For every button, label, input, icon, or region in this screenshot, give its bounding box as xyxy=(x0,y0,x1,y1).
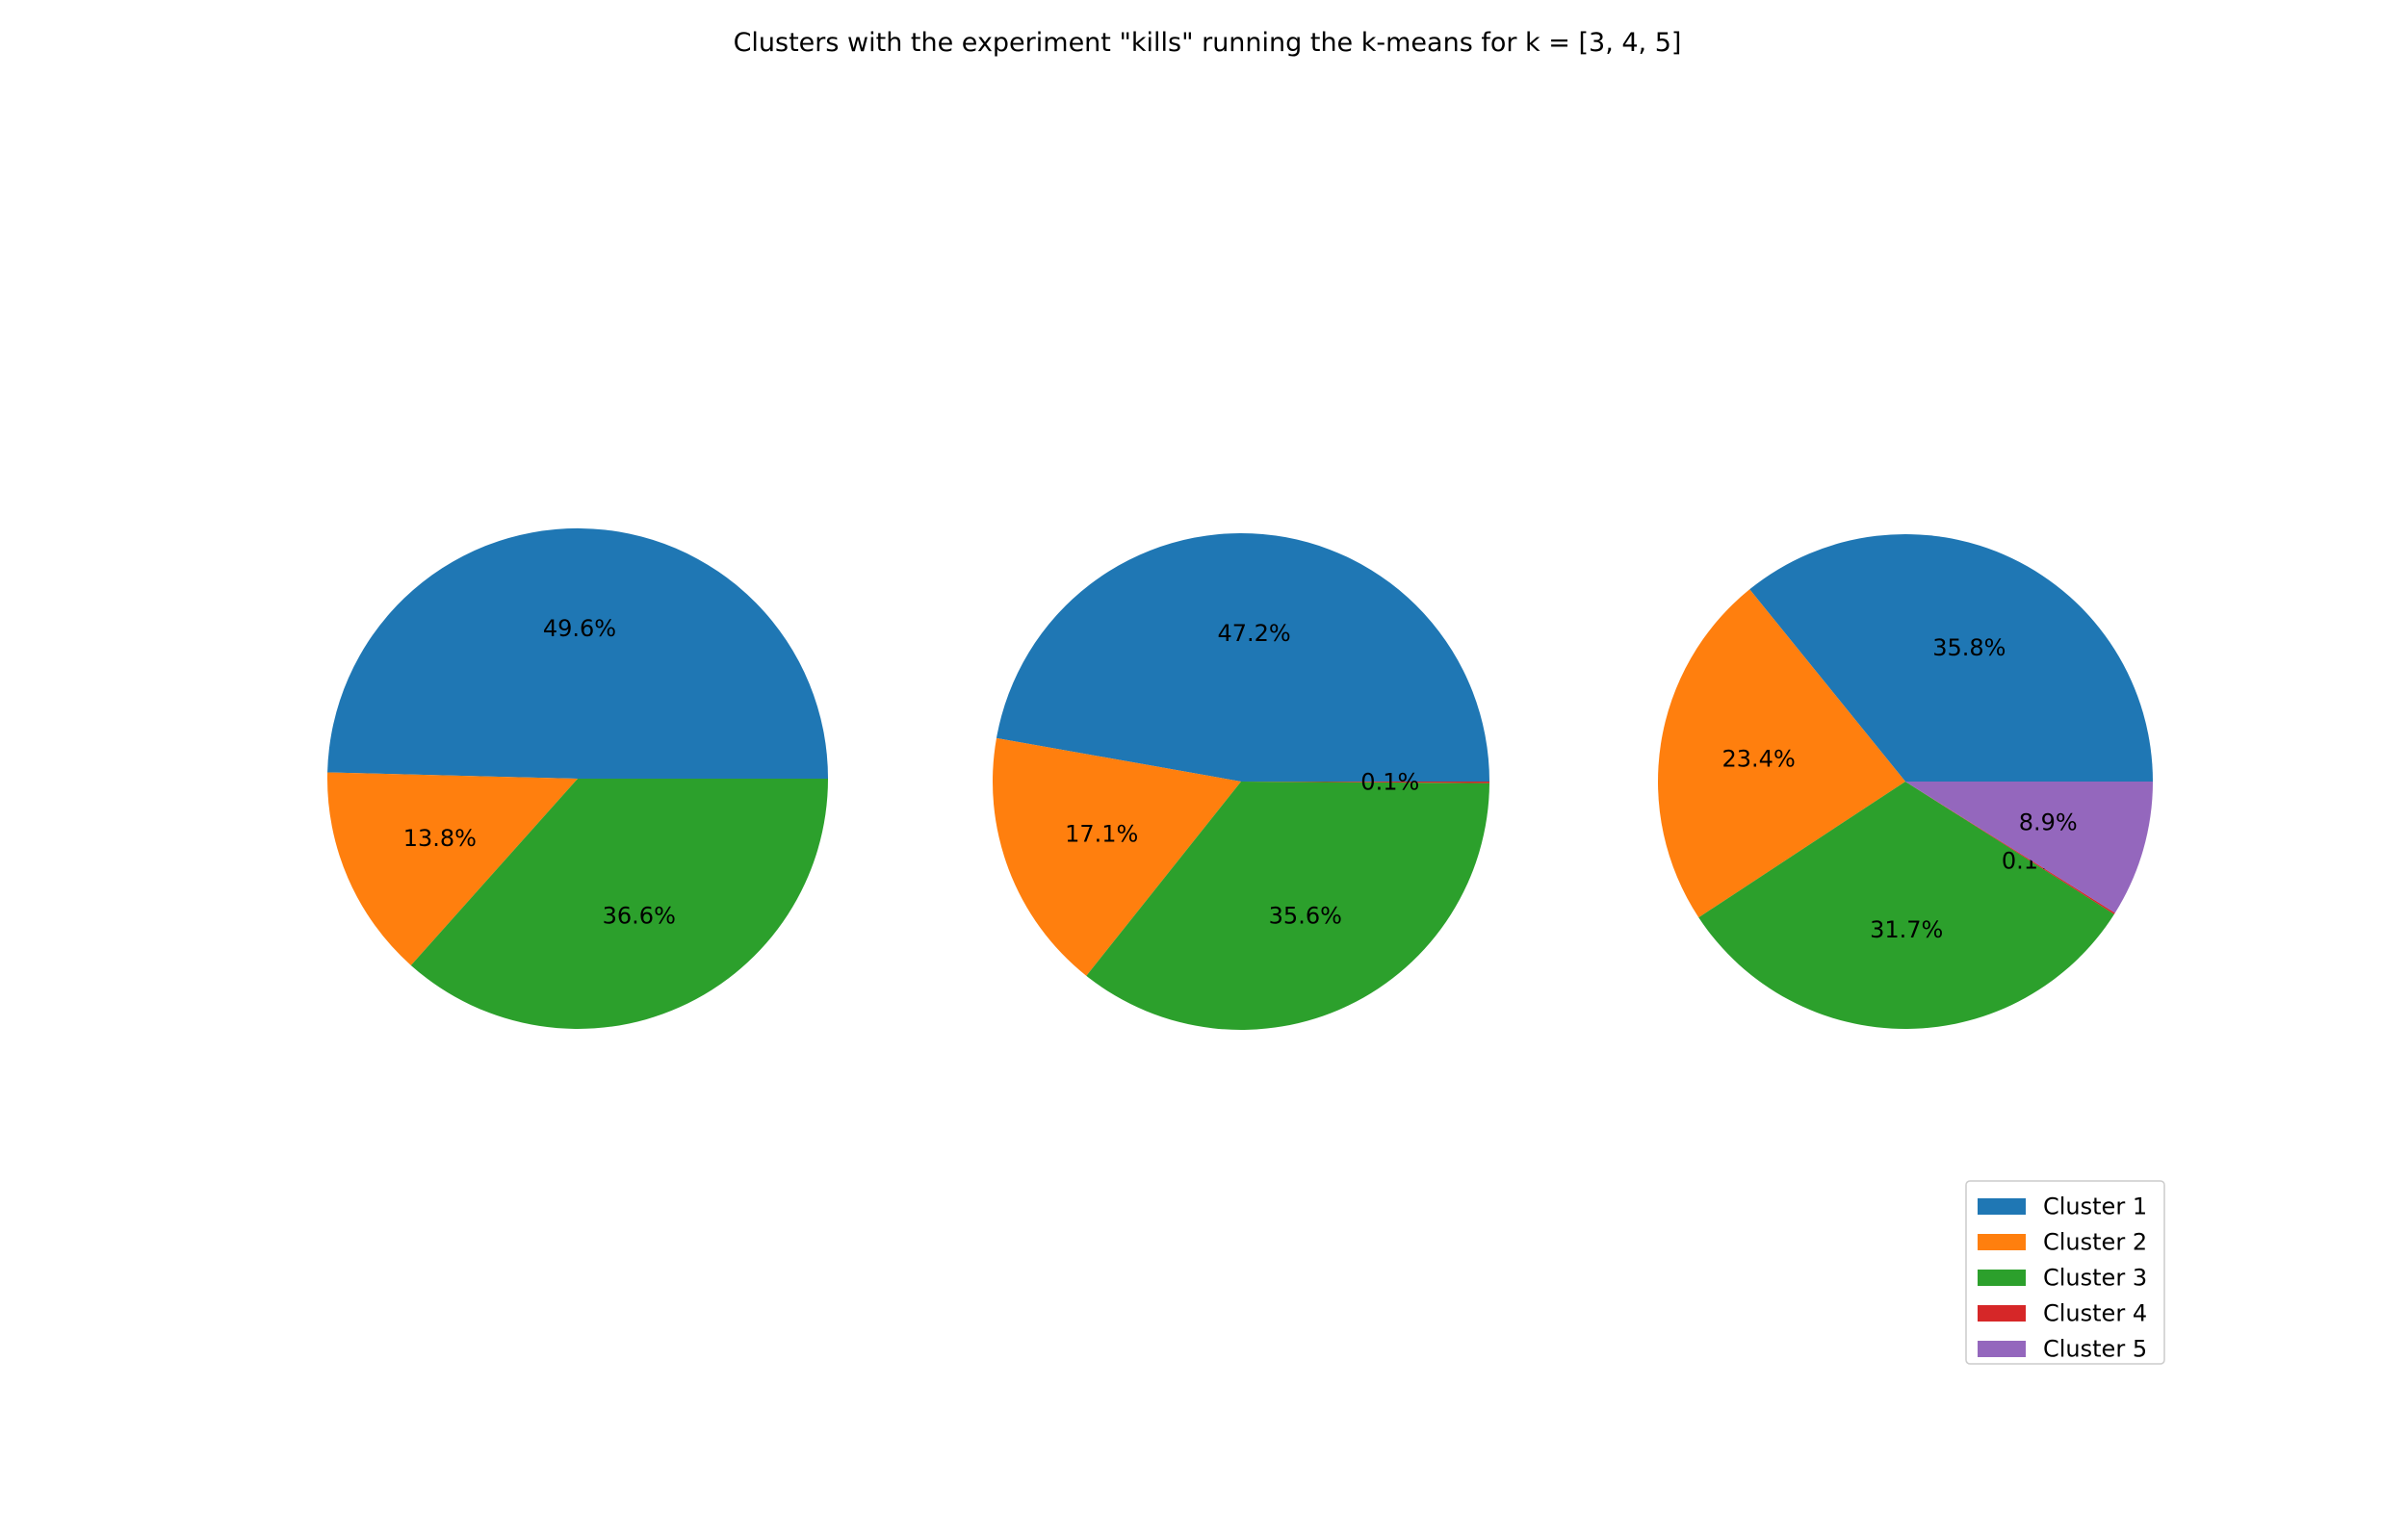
pie-slice-k4-cluster-3 xyxy=(1086,782,1489,1030)
pie-label-k3-cluster-2: 13.8% xyxy=(403,825,477,852)
pie-slice-k5-cluster-5 xyxy=(1905,782,2153,913)
pie-chart-k4: 47.2% 17.1% 35.6% 0.1% xyxy=(992,532,1489,1030)
pie-label-k5-cluster-3: 31.7% xyxy=(1870,916,1943,943)
legend-label-cluster-5: Cluster 5 xyxy=(2043,1336,2147,1363)
pie-slice-k3-cluster-3 xyxy=(410,779,828,1029)
legend-swatch-cluster-2 xyxy=(1978,1234,2026,1250)
legend-swatch-cluster-5 xyxy=(1978,1341,2026,1357)
pie-charts: 49.6% 13.8% 36.6% 47.2% 17.1% 35.6% 0.1% 35.8% 2… xyxy=(326,527,2153,1030)
pie-label-k4-cluster-4: 0.1% xyxy=(1360,768,1419,795)
pie-label-k4-cluster-3: 35.6% xyxy=(1269,903,1342,930)
pie-slice-k5-cluster-4 xyxy=(1905,782,2115,914)
legend-label-cluster-4: Cluster 4 xyxy=(2043,1300,2147,1327)
pie-slice-k4-cluster-1 xyxy=(996,532,1489,782)
pie-label-k5-cluster-1: 35.8% xyxy=(1932,634,2006,661)
pie-label-k3-cluster-3: 36.6% xyxy=(603,902,676,929)
legend: Cluster 1 Cluster 2 Cluster 3 Cluster 4 Clus… xyxy=(1965,1180,2165,1365)
pie-chart-k5: 35.8%23.4%31.7%0.1%8.9% xyxy=(1658,533,2153,1029)
legend-swatch-cluster-3 xyxy=(1978,1270,2026,1286)
legend-label-cluster-1: Cluster 1 xyxy=(2043,1194,2147,1220)
pie-slice-k5-cluster-1 xyxy=(1749,533,2153,782)
pie-slice-k4-cluster-4 xyxy=(1241,782,1489,783)
pie-label-k5-cluster-5: 8.9% xyxy=(2019,809,2078,836)
pie-chart-k3: 49.6% 13.8% 36.6% xyxy=(326,527,829,1029)
legend-label-cluster-3: Cluster 3 xyxy=(2043,1265,2147,1292)
pie-slice-k3-cluster-2 xyxy=(326,772,578,965)
pie-slice-k5-cluster-2 xyxy=(1658,589,1905,918)
legend-swatch-cluster-1 xyxy=(1978,1198,2026,1215)
legend-label-cluster-2: Cluster 2 xyxy=(2043,1229,2147,1256)
chart-title: Clusters with the experiment "kills" run… xyxy=(734,28,1682,58)
pie-slice-k5-cluster-3 xyxy=(1698,782,2114,1029)
legend-swatch-cluster-4 xyxy=(1978,1305,2026,1322)
pie-label-k4-cluster-2: 17.1% xyxy=(1065,821,1138,848)
pie-label-k4-cluster-1: 47.2% xyxy=(1217,620,1290,647)
pie-slice-k3-cluster-1 xyxy=(327,527,829,779)
pie-slice-k4-cluster-2 xyxy=(992,737,1241,976)
pie-label-k5-cluster-2: 23.4% xyxy=(1722,745,1796,772)
pie-label-k3-cluster-1: 49.6% xyxy=(543,615,616,642)
